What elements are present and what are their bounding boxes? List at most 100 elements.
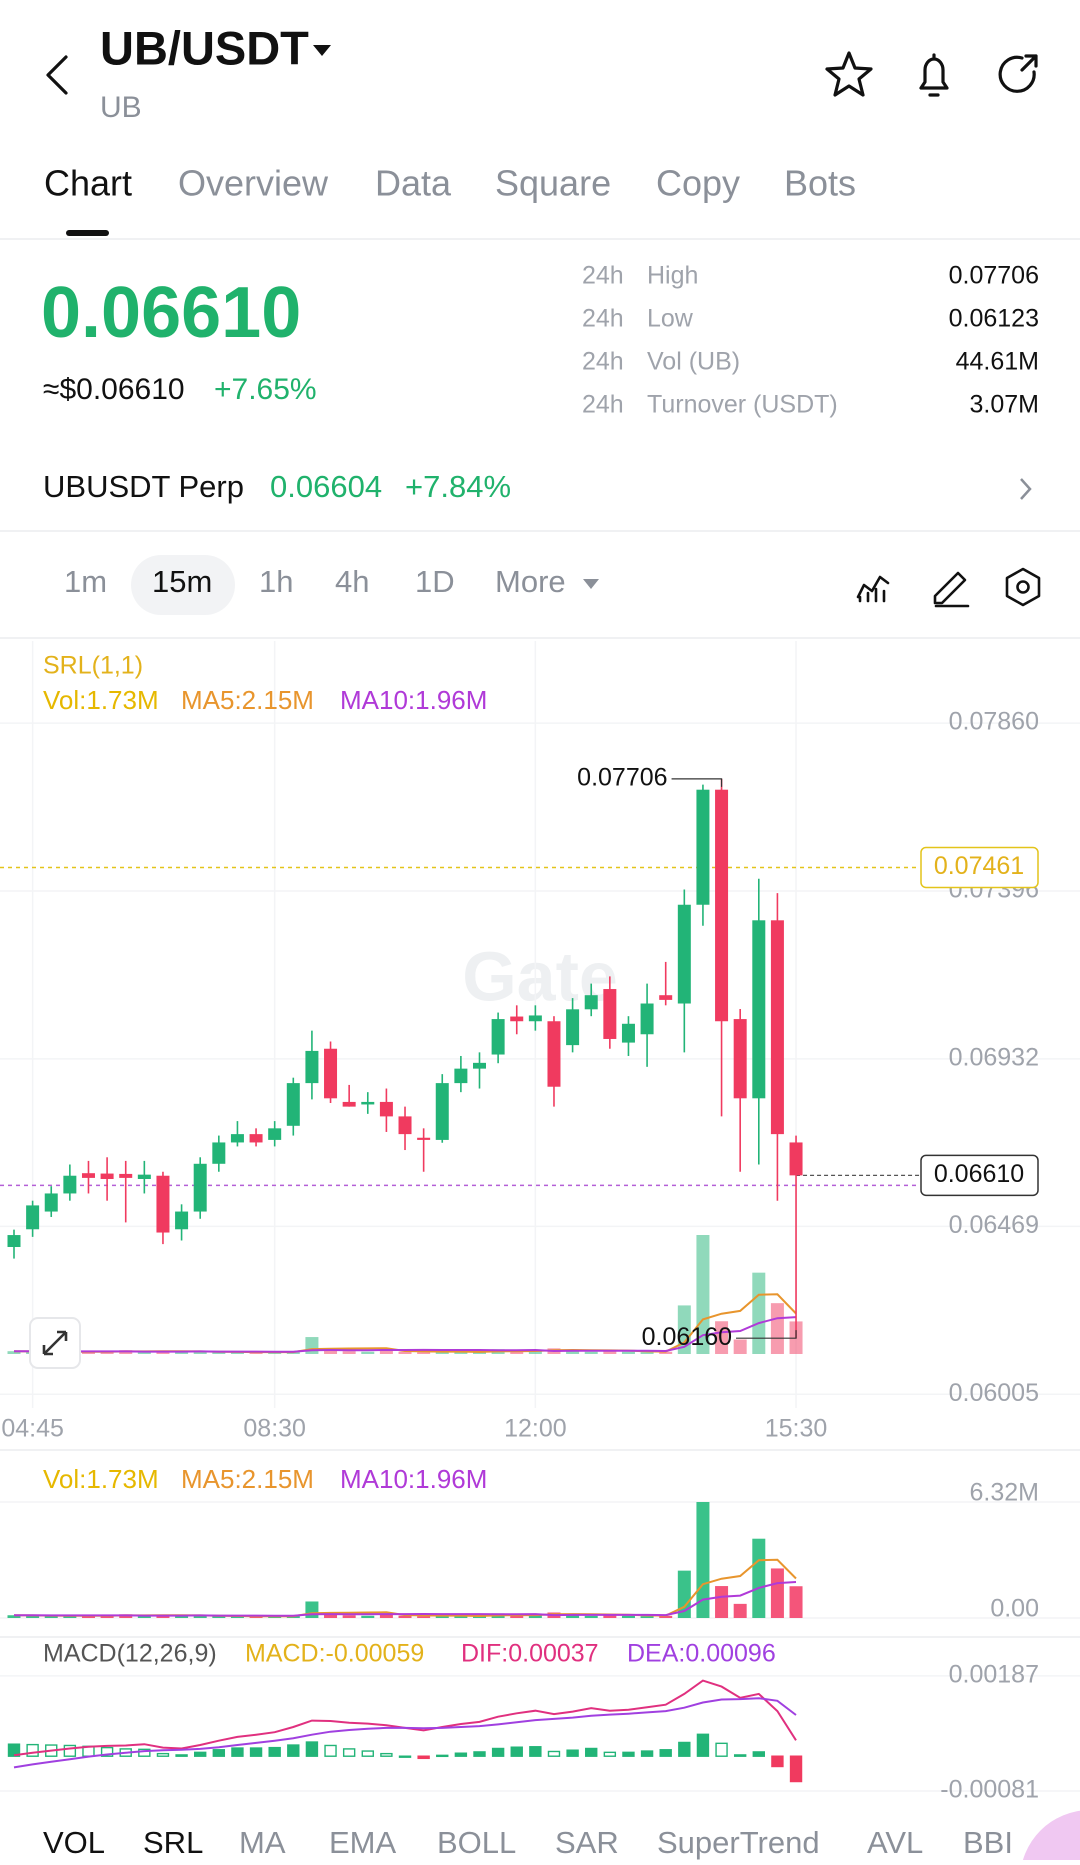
indicator-tab[interactable]: SuperTrend bbox=[657, 1825, 820, 1860]
indicator-tab[interactable]: MA bbox=[239, 1825, 286, 1860]
indicator-tab[interactable]: VOL bbox=[43, 1825, 105, 1860]
macd-bar bbox=[640, 1750, 654, 1757]
overlay-volume-bar bbox=[510, 1351, 524, 1354]
overlay-volume-bar bbox=[454, 1352, 468, 1354]
overlay-volume-bar bbox=[137, 1351, 151, 1354]
candle-body bbox=[715, 789, 729, 1022]
candle-body bbox=[7, 1235, 21, 1248]
perp-chevron[interactable] bbox=[1020, 478, 1032, 500]
interval-selected-bg bbox=[131, 555, 235, 615]
interval[interactable]: 1D bbox=[415, 564, 455, 599]
legend-entry: DIF:0.00037 bbox=[461, 1640, 599, 1668]
perp-name[interactable]: UBUSDT Perp bbox=[43, 469, 244, 504]
tab[interactable]: Square bbox=[495, 163, 611, 204]
macd-bar bbox=[417, 1755, 430, 1760]
indicator-tab[interactable]: BOLL bbox=[437, 1825, 516, 1860]
low-marker bbox=[736, 1330, 797, 1339]
indicator-tab[interactable]: SRL bbox=[143, 1825, 203, 1860]
tab[interactable]: Copy bbox=[656, 163, 740, 204]
pair-dropdown[interactable] bbox=[313, 45, 331, 56]
candle-body bbox=[603, 989, 617, 1039]
floating-button[interactable] bbox=[1020, 1810, 1080, 1865]
volume-bar bbox=[342, 1615, 356, 1618]
back-button[interactable] bbox=[46, 55, 68, 95]
alert-icon[interactable] bbox=[919, 53, 949, 97]
macd-bar bbox=[566, 1749, 579, 1757]
overlay-volume-bar bbox=[324, 1350, 338, 1354]
stat-period: 24h bbox=[582, 391, 624, 419]
expand-icon bbox=[42, 1330, 68, 1356]
volume-bar bbox=[603, 1614, 617, 1618]
volume-bar bbox=[156, 1615, 170, 1618]
indicator-tab[interactable]: BBI bbox=[963, 1825, 1013, 1860]
macd-bar bbox=[175, 1754, 188, 1757]
macd-bar bbox=[231, 1747, 244, 1757]
macd-bar bbox=[26, 1743, 39, 1757]
volume-bar bbox=[528, 1614, 542, 1618]
overlay-volume-bar bbox=[715, 1321, 729, 1354]
overlay-volume-bar bbox=[659, 1351, 673, 1354]
stat-period: 24h bbox=[582, 305, 624, 333]
last-price: 0.06610 bbox=[41, 273, 301, 353]
y-tick-label: 0.06005 bbox=[949, 1379, 1039, 1407]
tab[interactable]: Bots bbox=[784, 163, 856, 204]
macd-bar bbox=[324, 1744, 337, 1757]
candle-body bbox=[454, 1068, 468, 1084]
interval[interactable]: 15m bbox=[152, 564, 212, 599]
overlay-volume-bar bbox=[603, 1350, 617, 1354]
more-dropdown[interactable] bbox=[583, 579, 599, 589]
legend-entry: MA5:2.15M bbox=[181, 1464, 314, 1494]
overlay-volume-bar bbox=[361, 1351, 375, 1354]
volume-bar bbox=[417, 1616, 431, 1618]
candle-body bbox=[63, 1175, 77, 1194]
tab-underline bbox=[66, 230, 109, 236]
interval[interactable]: More bbox=[495, 564, 566, 599]
legend-entry: Vol:1.73M bbox=[43, 685, 159, 715]
candle-body bbox=[621, 1023, 635, 1043]
candle-body bbox=[119, 1173, 133, 1178]
overlay-volume-bar bbox=[379, 1350, 393, 1354]
legend-entry: MA10:1.96M bbox=[340, 1464, 487, 1494]
volume-bar bbox=[435, 1615, 449, 1618]
indicator-tab[interactable]: AVL bbox=[867, 1825, 923, 1860]
macd-bar bbox=[752, 1751, 765, 1757]
overlay-volume-bar bbox=[342, 1351, 356, 1354]
volume-bar bbox=[510, 1615, 524, 1618]
tab[interactable]: Overview bbox=[178, 163, 329, 204]
stat-period: 24h bbox=[582, 262, 624, 290]
interval[interactable]: 1m bbox=[64, 564, 107, 599]
interval[interactable]: 1h bbox=[259, 564, 293, 599]
interval[interactable]: 4h bbox=[335, 564, 369, 599]
overlay-volume-bar bbox=[677, 1305, 691, 1354]
macd-bar bbox=[510, 1746, 523, 1757]
indicator-tab[interactable]: SAR bbox=[555, 1825, 619, 1860]
x-tick-label: 08:30 bbox=[243, 1415, 306, 1443]
draw-icon[interactable] bbox=[933, 571, 970, 608]
pair-subtitle: UB bbox=[100, 91, 142, 124]
macd-bar bbox=[696, 1733, 710, 1757]
settings-icon[interactable] bbox=[1005, 567, 1041, 607]
candle-body bbox=[510, 1016, 524, 1022]
volume-bar bbox=[324, 1614, 338, 1618]
tab[interactable]: Chart bbox=[44, 163, 132, 204]
macd-bar bbox=[715, 1742, 728, 1757]
y-tick-label: 0.00 bbox=[990, 1595, 1039, 1623]
pair-title[interactable]: UB/USDT bbox=[100, 21, 309, 74]
candle-body bbox=[230, 1134, 244, 1143]
volume-bar bbox=[81, 1615, 95, 1618]
candle-body bbox=[677, 904, 691, 1004]
indicator-tab[interactable]: EMA bbox=[329, 1825, 397, 1860]
macd-bar bbox=[7, 1743, 21, 1757]
indicator-icon[interactable] bbox=[856, 575, 890, 603]
favorite-icon[interactable] bbox=[825, 51, 873, 97]
tab[interactable]: Data bbox=[375, 163, 452, 204]
macd-bar bbox=[138, 1748, 151, 1757]
macd-bar bbox=[212, 1749, 226, 1757]
share-icon[interactable] bbox=[998, 54, 1038, 93]
y-tick-label: 0.00187 bbox=[949, 1661, 1039, 1689]
volume-bar bbox=[175, 1616, 189, 1618]
volume-bar bbox=[230, 1616, 244, 1618]
volume-bar bbox=[640, 1616, 654, 1618]
stat-label: Vol (UB) bbox=[647, 348, 740, 376]
